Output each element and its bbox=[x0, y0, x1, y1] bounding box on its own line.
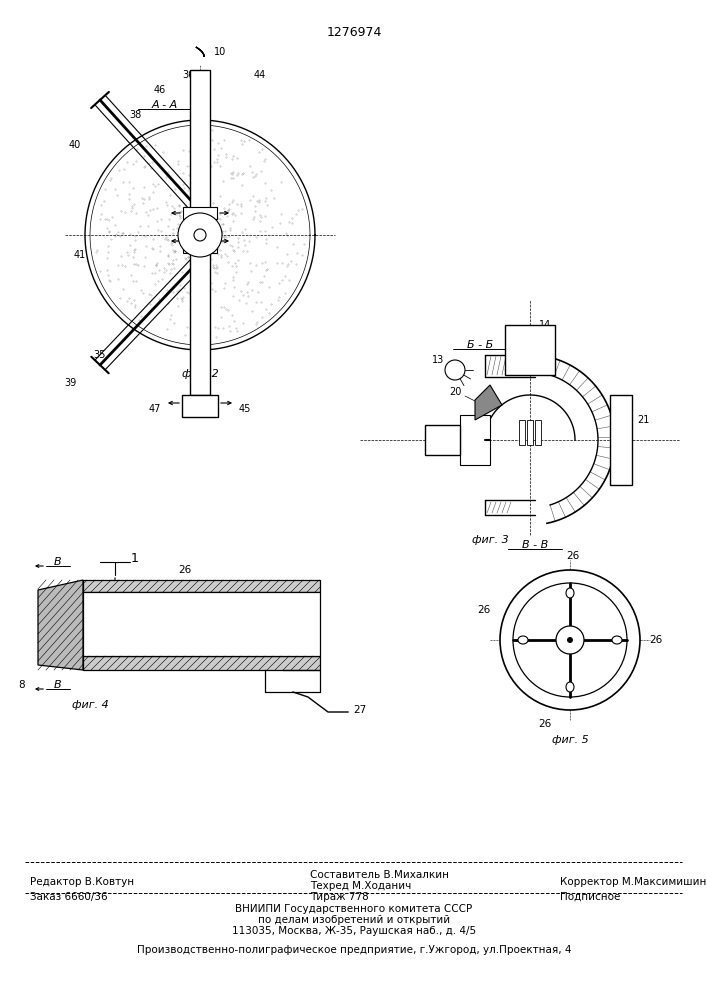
Circle shape bbox=[445, 360, 465, 380]
Bar bbox=[183, 207, 217, 219]
Text: 113035, Москва, Ж-35, Раушская наб., д. 4/5: 113035, Москва, Ж-35, Раушская наб., д. … bbox=[232, 926, 476, 936]
Text: Б - Б: Б - Б bbox=[467, 340, 493, 350]
Text: фиг. 5: фиг. 5 bbox=[551, 735, 588, 745]
Text: 47: 47 bbox=[148, 404, 161, 414]
Bar bbox=[182, 395, 218, 417]
Text: 10: 10 bbox=[214, 47, 226, 57]
Text: 12: 12 bbox=[446, 440, 458, 450]
Circle shape bbox=[567, 637, 573, 643]
Text: фиг. 2: фиг. 2 bbox=[182, 369, 218, 379]
Bar bbox=[535, 420, 541, 445]
Text: 8: 8 bbox=[18, 680, 25, 690]
Text: 38: 38 bbox=[129, 110, 141, 120]
Text: Техред М.Ходанич: Техред М.Ходанич bbox=[310, 881, 411, 891]
Text: 27: 27 bbox=[354, 705, 367, 715]
Bar bbox=[505, 325, 555, 375]
Bar bbox=[425, 425, 460, 455]
Text: 37: 37 bbox=[194, 404, 206, 414]
Circle shape bbox=[513, 583, 627, 697]
Bar bbox=[83, 580, 320, 592]
Text: Редактор В.Ковтун: Редактор В.Ковтун bbox=[30, 877, 134, 887]
Ellipse shape bbox=[566, 588, 574, 598]
Ellipse shape bbox=[518, 636, 528, 644]
Text: В: В bbox=[54, 557, 62, 567]
Text: 26: 26 bbox=[477, 605, 491, 615]
Polygon shape bbox=[196, 47, 204, 57]
Polygon shape bbox=[38, 580, 83, 670]
Text: 14: 14 bbox=[539, 320, 551, 330]
Text: 26: 26 bbox=[649, 635, 662, 645]
Text: 26: 26 bbox=[538, 719, 551, 729]
Text: 39: 39 bbox=[64, 378, 76, 388]
Text: Заказ 6660/36: Заказ 6660/36 bbox=[30, 892, 107, 902]
Text: Производственно-полиграфическое предприятие, г.Ужгород, ул.Проектная, 4: Производственно-полиграфическое предприя… bbox=[136, 945, 571, 955]
Text: 26: 26 bbox=[178, 565, 192, 575]
Text: 41: 41 bbox=[74, 250, 86, 260]
Text: Корректор М.Максимишинец: Корректор М.Максимишинец bbox=[560, 877, 707, 887]
Text: 44: 44 bbox=[254, 70, 266, 80]
Text: фиг. 3: фиг. 3 bbox=[472, 535, 508, 545]
Bar bbox=[83, 656, 320, 670]
Circle shape bbox=[500, 570, 640, 710]
Text: 13: 13 bbox=[432, 355, 444, 365]
Text: Тираж 778: Тираж 778 bbox=[310, 892, 369, 902]
Text: Подписное: Подписное bbox=[560, 892, 620, 902]
Circle shape bbox=[194, 229, 206, 241]
Text: 21: 21 bbox=[637, 415, 649, 425]
Text: фиг. 4: фиг. 4 bbox=[71, 700, 108, 710]
Bar bbox=[183, 241, 217, 253]
Text: 46: 46 bbox=[154, 85, 166, 95]
Bar bbox=[519, 420, 525, 445]
Text: ВНИИПИ Государственного комитета СССР: ВНИИПИ Государственного комитета СССР bbox=[235, 904, 472, 914]
Text: 26: 26 bbox=[566, 551, 580, 561]
Text: 36: 36 bbox=[182, 70, 194, 80]
Ellipse shape bbox=[566, 682, 574, 692]
Text: А - А: А - А bbox=[152, 100, 178, 110]
Circle shape bbox=[556, 626, 584, 654]
Bar bbox=[610, 395, 632, 485]
Text: по делам изобретений и открытий: по делам изобретений и открытий bbox=[258, 915, 450, 925]
Bar bbox=[460, 415, 490, 465]
Text: 20: 20 bbox=[449, 387, 461, 397]
Bar bbox=[83, 592, 320, 656]
Text: 11: 11 bbox=[206, 404, 218, 414]
Text: 1276974: 1276974 bbox=[327, 26, 382, 39]
Text: 1: 1 bbox=[131, 552, 139, 564]
Text: Составитель В.Михалкин: Составитель В.Михалкин bbox=[310, 870, 449, 880]
Text: В: В bbox=[54, 680, 62, 690]
Text: 45: 45 bbox=[239, 404, 251, 414]
Bar bbox=[190, 70, 210, 395]
Circle shape bbox=[178, 213, 222, 257]
Text: В - В: В - В bbox=[522, 540, 548, 550]
Text: 35: 35 bbox=[94, 350, 106, 360]
Bar bbox=[527, 420, 533, 445]
Polygon shape bbox=[475, 385, 502, 420]
Text: 40: 40 bbox=[69, 140, 81, 150]
Ellipse shape bbox=[612, 636, 622, 644]
